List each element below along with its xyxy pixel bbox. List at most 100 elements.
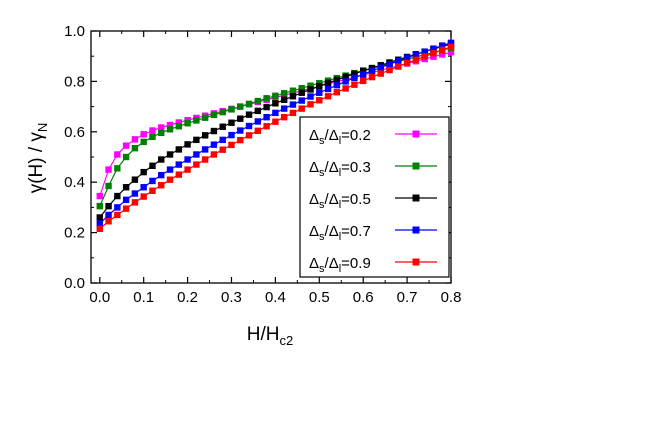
legend-label-sub: l — [339, 167, 341, 179]
data-point — [386, 66, 393, 74]
data-point — [412, 51, 420, 58]
data-point — [272, 100, 279, 107]
data-point — [245, 122, 253, 130]
legend-label: Δs/Δl=0.2 — [309, 127, 371, 147]
x-tick-label: 0.6 — [353, 289, 374, 306]
data-point — [166, 121, 174, 129]
data-point — [316, 82, 323, 90]
data-point — [316, 97, 323, 104]
data-point — [158, 182, 165, 189]
data-point — [114, 165, 121, 172]
data-point — [122, 196, 130, 204]
legend-marker — [412, 130, 420, 138]
data-point — [351, 70, 358, 78]
data-point — [324, 93, 332, 100]
data-point — [298, 97, 305, 104]
data-point — [351, 74, 358, 82]
y-tick-label: 0.6 — [64, 124, 85, 141]
data-point — [210, 127, 218, 135]
legend: Δs/Δl=0.2Δs/Δl=0.3Δs/Δl=0.5Δs/Δl=0.7Δs/Δ… — [299, 116, 450, 278]
data-point — [149, 162, 156, 170]
y-tick-label: 0.8 — [64, 73, 85, 90]
legend-label: Δs/Δl=0.9 — [309, 255, 371, 275]
data-point — [193, 117, 200, 124]
legend-label-delta: Δ — [309, 223, 319, 240]
data-point — [307, 86, 314, 93]
data-point — [122, 153, 130, 161]
data-point — [219, 136, 226, 144]
data-point — [272, 109, 279, 117]
data-point — [210, 151, 218, 158]
series-group — [96, 39, 455, 233]
data-point — [342, 73, 349, 81]
data-point — [166, 151, 174, 158]
data-point — [122, 205, 130, 212]
data-point — [96, 214, 103, 221]
data-point — [105, 218, 112, 225]
x-axis-title: H/Hc2 — [247, 324, 293, 348]
data-point — [149, 133, 156, 141]
data-point — [158, 171, 165, 179]
data-point — [105, 182, 112, 190]
series-5 — [96, 43, 455, 233]
data-point — [324, 85, 332, 93]
data-point — [342, 85, 349, 92]
data-point — [342, 78, 349, 85]
data-point — [263, 95, 270, 102]
legend-label-value: =0.2 — [341, 127, 371, 144]
legend-box — [299, 116, 450, 278]
data-point — [193, 136, 200, 144]
x-tick-label: 0.3 — [221, 289, 242, 306]
data-point — [210, 111, 218, 119]
data-point — [439, 42, 446, 49]
data-point — [184, 166, 191, 173]
data-point — [254, 118, 262, 125]
data-point — [272, 118, 279, 125]
data-point — [131, 190, 139, 197]
x-tick-label: 0.0 — [89, 289, 110, 306]
legend-label-sub: s — [319, 263, 325, 275]
x-tick-label: 0.2 — [177, 289, 198, 306]
data-point — [140, 138, 147, 146]
data-point — [412, 56, 420, 63]
data-point — [237, 103, 244, 110]
data-point — [403, 54, 411, 61]
legend-label-value: =0.5 — [341, 191, 371, 208]
x-tick-label: 0.5 — [309, 289, 330, 306]
data-point — [333, 76, 341, 84]
data-point — [228, 141, 235, 149]
data-point — [333, 81, 341, 89]
data-point — [175, 161, 183, 168]
data-point — [439, 46, 446, 54]
data-point — [201, 156, 209, 163]
data-point — [184, 141, 191, 148]
data-point — [105, 166, 112, 173]
x-tick-label: 0.8 — [441, 289, 462, 306]
data-point — [280, 113, 288, 121]
data-point — [166, 176, 174, 183]
data-point — [158, 156, 165, 163]
data-point — [430, 49, 437, 57]
data-point — [439, 51, 446, 58]
legend-label-mid: /Δ — [325, 159, 339, 176]
data-point — [175, 119, 183, 126]
data-point — [403, 59, 411, 67]
data-point — [245, 132, 253, 139]
data-point — [307, 82, 314, 89]
data-point — [228, 131, 235, 139]
data-point — [368, 73, 376, 81]
data-point — [237, 115, 244, 122]
data-point — [254, 97, 262, 105]
legend-label-sub: l — [339, 231, 341, 243]
y-tick-label: 1.0 — [64, 23, 85, 40]
legend-label-mid: /Δ — [325, 255, 339, 272]
data-point — [184, 156, 191, 163]
data-point — [175, 171, 183, 178]
legend-entry: Δs/Δl=0.5 — [309, 191, 437, 211]
data-point — [140, 193, 147, 200]
data-point — [114, 211, 121, 219]
data-point — [289, 87, 297, 94]
data-point — [430, 53, 437, 60]
data-point — [114, 204, 121, 211]
legend-marker — [412, 258, 420, 266]
